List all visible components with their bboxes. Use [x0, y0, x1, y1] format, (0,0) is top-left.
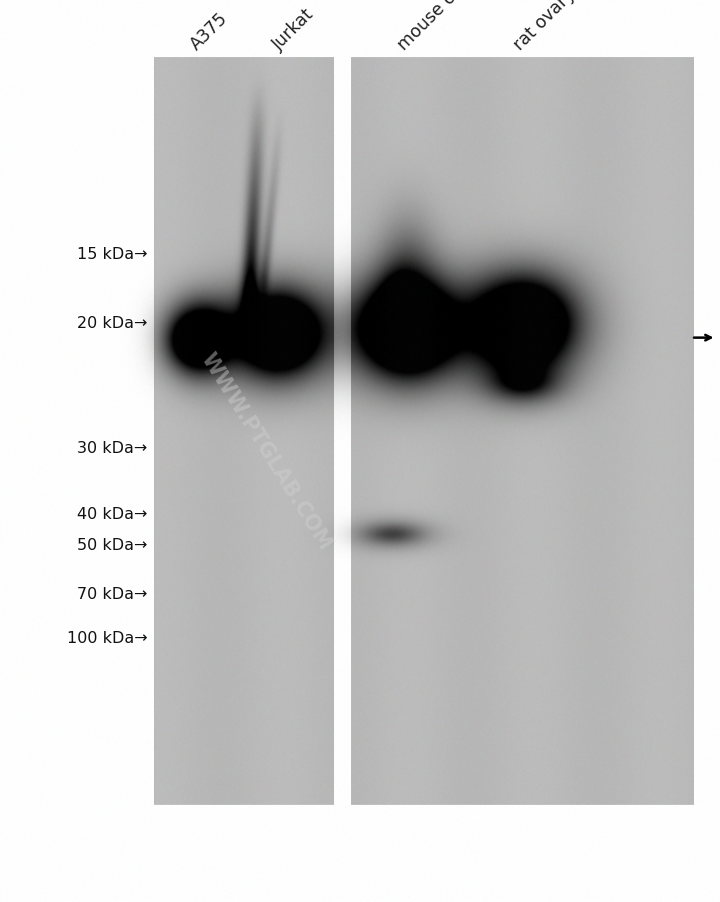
- Text: rat ovary: rat ovary: [510, 0, 579, 54]
- Text: A375: A375: [187, 10, 232, 54]
- Text: 50 kDa→: 50 kDa→: [77, 538, 148, 552]
- Text: WWW.PTGLAB.COM: WWW.PTGLAB.COM: [197, 349, 336, 553]
- Text: 40 kDa→: 40 kDa→: [77, 507, 148, 521]
- Text: mouse ovary: mouse ovary: [394, 0, 487, 54]
- Text: 15 kDa→: 15 kDa→: [77, 247, 148, 262]
- Text: Jurkat: Jurkat: [269, 5, 318, 54]
- Text: 30 kDa→: 30 kDa→: [77, 441, 148, 456]
- Text: 70 kDa→: 70 kDa→: [77, 586, 148, 601]
- Text: 100 kDa→: 100 kDa→: [67, 630, 148, 645]
- Text: 20 kDa→: 20 kDa→: [77, 316, 148, 330]
